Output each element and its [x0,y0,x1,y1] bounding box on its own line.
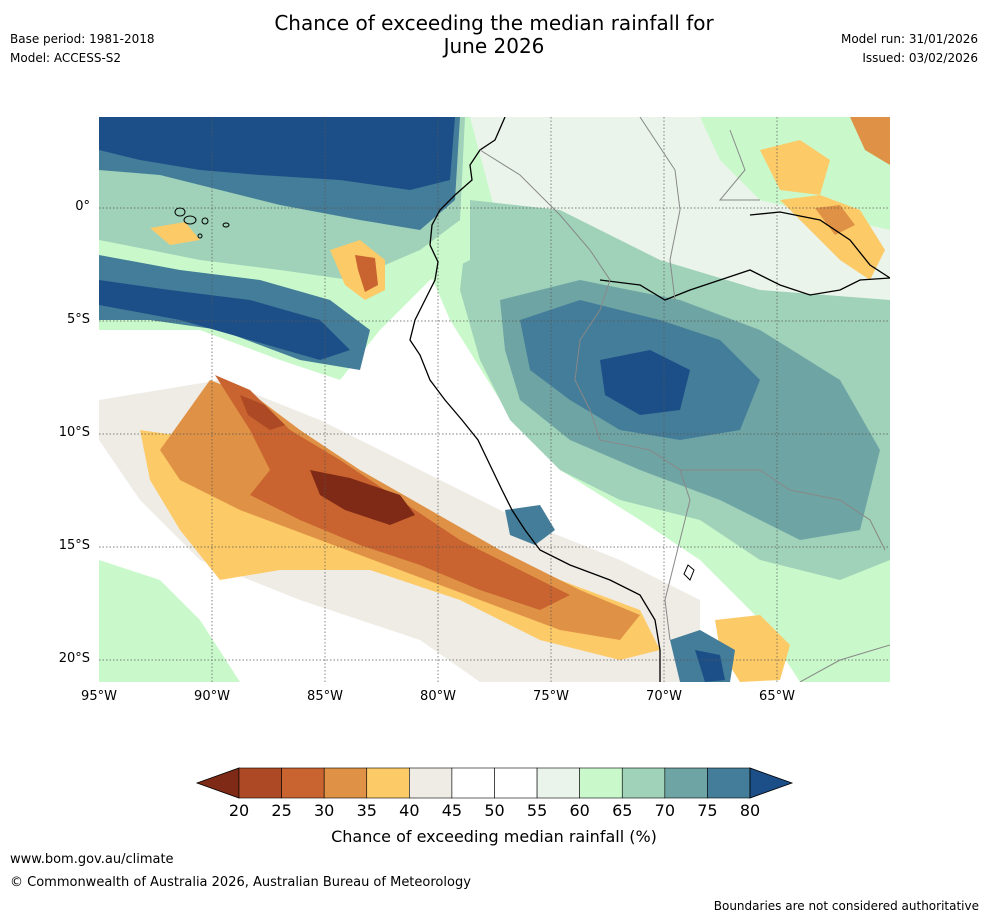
colorbar-tick-label: 45 [441,801,463,820]
lake-titicaca [683,564,695,581]
galapagos-islands [174,207,230,239]
base-period: Base period: 1981-2018 [10,32,155,46]
border-venezuela [718,129,760,201]
lon-tick-95w: 95°W [81,689,117,704]
copyright: © Commonwealth of Australia 2026, Austra… [10,875,471,890]
colorbar [195,767,794,799]
map-title: Chance of exceeding the median rainfall … [0,12,988,58]
amazon-river [599,269,890,301]
band-20-25-north [240,395,285,430]
lon-tick-75w: 75°W [533,689,569,704]
ocean-band-80-south [99,280,350,360]
lat-tick-15s: 15°S [58,538,90,553]
colorbar-tick-label: 25 [271,801,292,820]
wet-spot-chile-core [695,650,725,682]
colorbar-segment [451,767,495,799]
rainfall-field [99,117,890,682]
colorbar-tick-label: 40 [399,801,420,820]
lat-tick-10s: 10°S [58,425,90,440]
ocean-band-80-north [99,117,455,190]
issued-date: Issued: 03/02/2026 [862,51,978,65]
lon-tick-90w: 90°W [194,689,230,704]
colorbar-tick-label: 80 [739,801,761,820]
dry-patch-amazon-core [815,205,855,235]
border-paraguay [799,644,890,682]
disclaimer: Boundaries are not considered authoritat… [713,899,979,913]
colorbar-segment [536,767,580,799]
colorbar-tick-label: 55 [526,801,548,820]
colorbar-segment [409,767,453,799]
graticule [99,117,890,682]
band-20-25-core [310,470,415,525]
wet-spot-peru [505,505,555,545]
band-60-sw [99,560,240,682]
coastline [409,117,661,682]
colorbar-segment [621,767,666,799]
rio-negro [749,211,890,279]
lon-tick-85w: 85°W [307,689,343,704]
title-line-1: Chance of exceeding the median rainfall … [274,11,714,35]
band-25-30 [215,375,570,610]
colorbar-tick-label: 75 [697,801,718,820]
dry-patch-3s-core [355,255,378,292]
lon-tick-65w: 65°W [759,689,795,704]
colorbar-segment [707,767,751,799]
border-peru [479,149,691,641]
colorbar-tick-label: 35 [356,801,377,820]
colorbar-segment [664,767,708,799]
dry-patch-sbolivia [715,615,790,682]
colorbar-segment [323,767,368,799]
colorbar-tick-label: 70 [654,801,675,820]
lat-tick-5s: 5°S [66,312,90,327]
colorbar-extend-low [195,767,240,799]
border-colombia [639,117,681,301]
colorbar-label: Chance of exceeding median rainfall (%) [331,827,657,846]
colorbar-tick-label: 30 [313,801,335,820]
lat-tick-0: 0° [75,199,90,214]
border-bolivia [680,469,886,551]
colorbar-segment [366,767,410,799]
title-line-2: June 2026 [443,34,545,58]
lon-tick-70w: 70°W [646,689,682,704]
dry-patch-north [760,140,830,195]
dry-patch-amazon [780,195,885,280]
colorbar-tick-label: 20 [228,801,250,820]
band-55-60-north [470,117,890,320]
colorbar-segment [238,767,282,799]
colorbar-tick-label: 65 [612,801,633,820]
colorbar-segment [494,767,538,799]
dry-patch-ne [850,117,890,165]
band-80-core-land [600,350,690,415]
colorbar-extend-high [749,767,794,799]
colorbar-segment [281,767,325,799]
model-run: Model run: 31/01/2026 [840,32,978,46]
model-name: Model: ACCESS-S2 [10,51,122,65]
colorbar-tick-label: 60 [569,801,590,820]
colorbar-tick-label: 50 [484,801,505,820]
bom-url[interactable]: www.bom.gov.au/climate [10,852,174,867]
lat-tick-20s: 20°S [58,651,90,666]
colorbar-segment [579,767,623,799]
lon-tick-80w: 80°W [420,689,456,704]
dry-patch-galapagos [150,222,200,245]
